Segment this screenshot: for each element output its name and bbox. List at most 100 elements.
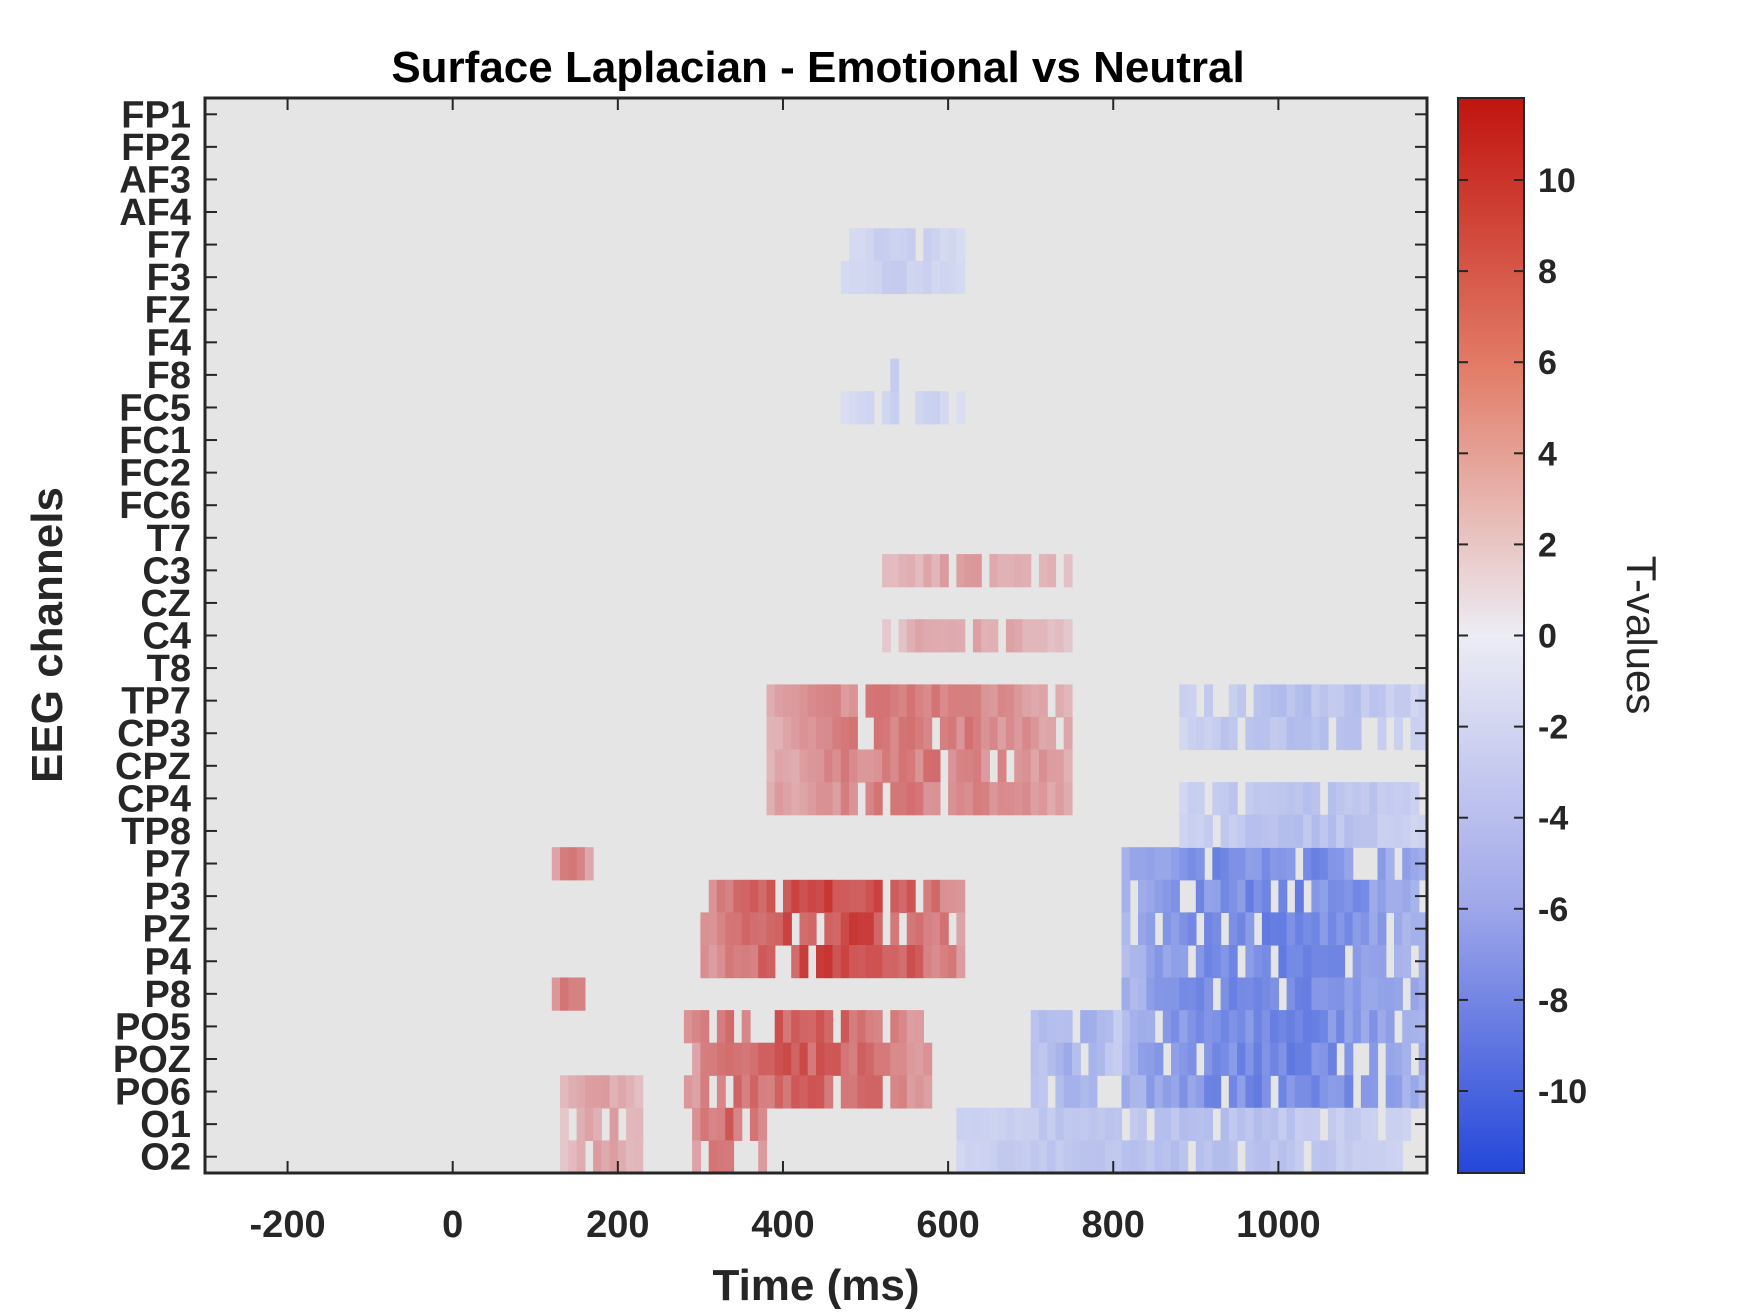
heatmap-cell — [1179, 814, 1189, 848]
heatmap-cell — [1278, 1107, 1288, 1141]
channel-label: CZ — [140, 583, 191, 625]
heatmap-cell — [1105, 1107, 1114, 1141]
channel-label: PZ — [142, 909, 191, 951]
heatmap-cell — [1204, 1075, 1213, 1109]
heatmap-cell — [1072, 1107, 1081, 1141]
heatmap-cell — [1055, 782, 1065, 816]
heatmap-cell — [1237, 847, 1246, 881]
heatmap-cell — [1261, 684, 1271, 718]
heatmap-cell — [873, 228, 883, 262]
heatmap-cell — [849, 749, 858, 783]
heatmap-cell — [1261, 1107, 1271, 1141]
heatmap-cell — [725, 879, 735, 913]
heatmap-cell — [1344, 1042, 1354, 1076]
heatmap-cell — [1245, 879, 1255, 913]
heatmap-cell — [1303, 977, 1312, 1011]
heatmap-cell — [1385, 684, 1395, 718]
channel-label: FZ — [145, 290, 191, 332]
heatmap-cell — [1038, 684, 1048, 718]
heatmap-cell — [923, 749, 933, 783]
heatmap-cell — [956, 1140, 966, 1174]
heatmap-cell — [1014, 554, 1024, 588]
heatmap-cell — [758, 1075, 768, 1109]
heatmap-cell — [1030, 716, 1040, 751]
heatmap-cell — [915, 749, 924, 783]
heatmap-cell — [840, 945, 850, 979]
heatmap-cell — [1096, 1010, 1106, 1044]
heatmap-cell — [1080, 1140, 1090, 1174]
heatmap-cell — [1286, 847, 1296, 881]
channel-label: FC1 — [119, 420, 191, 462]
heatmap-cell — [1303, 1010, 1312, 1044]
heatmap-cell — [1352, 716, 1362, 751]
heatmap-cell — [832, 716, 842, 751]
heatmap-cell — [1303, 912, 1312, 946]
heatmap-cell — [873, 260, 883, 295]
heatmap-cell — [1303, 782, 1312, 816]
heatmap-cell — [939, 716, 949, 751]
y-axis-ticks: FP1FP2AF3AF4F7F3FZF4F8FC5FC1FC2FC6T7C3CZ… — [113, 94, 1427, 1179]
heatmap-cell — [1179, 977, 1189, 1011]
heatmap-cell — [568, 977, 578, 1011]
heatmap-cell — [1402, 945, 1412, 979]
heatmap-cell — [1121, 1042, 1131, 1076]
heatmap-cell — [882, 391, 891, 425]
heatmap-cell — [1377, 945, 1387, 979]
heatmap-cell — [1129, 1010, 1139, 1044]
heatmap-cell — [741, 945, 751, 979]
heatmap-cell — [1394, 912, 1403, 946]
heatmap-cell — [873, 1042, 883, 1076]
heatmap-cell — [1253, 782, 1263, 816]
heatmap-cell — [766, 684, 776, 718]
heatmap-cell — [576, 977, 586, 1011]
heatmap-cell — [1336, 1010, 1346, 1044]
heatmap-cell — [1369, 977, 1379, 1011]
heatmap-cell — [576, 1140, 586, 1174]
heatmap-cell — [733, 912, 743, 946]
heatmap-cell — [1410, 1075, 1420, 1109]
heatmap-cell — [1336, 716, 1346, 751]
heatmap-cell — [799, 782, 809, 816]
heatmap-cell — [997, 1140, 1007, 1174]
heatmap-cell — [1038, 782, 1048, 816]
heatmap-cell — [1369, 1140, 1379, 1174]
heatmap-cell — [716, 1107, 726, 1141]
heatmap-cell — [1171, 847, 1180, 881]
heatmap-cell — [1038, 749, 1048, 783]
heatmap-cell — [593, 1107, 602, 1141]
colorbar-tick-label: -6 — [1538, 891, 1568, 929]
heatmap-cell — [1270, 977, 1279, 1011]
heatmap-cell — [1195, 782, 1205, 816]
heatmap-cell — [1394, 716, 1403, 751]
heatmap-cell — [816, 1010, 825, 1044]
heatmap-cell — [906, 945, 916, 979]
heatmap-cell — [1394, 879, 1403, 913]
heatmap-cell — [1410, 847, 1420, 881]
heatmap-cell — [1146, 1140, 1156, 1174]
heatmap-cell — [1327, 1010, 1337, 1044]
heatmap-cell — [1187, 782, 1197, 816]
heatmap-cell — [1146, 879, 1156, 913]
heatmap-cell — [700, 1107, 710, 1141]
heatmap-cell — [1072, 1075, 1081, 1109]
heatmap-cell — [1154, 1140, 1164, 1174]
heatmap-cell — [1336, 847, 1346, 881]
heatmap-cell — [849, 260, 858, 295]
heatmap-cell — [931, 619, 941, 653]
heatmap-cell — [849, 1042, 858, 1076]
heatmap-cell — [1072, 1042, 1081, 1076]
heatmap-cell — [1014, 1107, 1024, 1141]
heatmap-cell — [1113, 1010, 1123, 1044]
heatmap-cell — [824, 879, 834, 913]
heatmap-cell — [1047, 716, 1057, 751]
heatmap-cell — [791, 879, 801, 913]
heatmap-cell — [749, 879, 759, 913]
channel-label: T7 — [147, 518, 191, 560]
heatmap-cell — [725, 1042, 735, 1076]
heatmap-cell — [708, 879, 718, 913]
heatmap-cell — [906, 228, 916, 262]
heatmap-cell — [931, 554, 941, 588]
heatmap-cell — [692, 1107, 701, 1141]
heatmap-cell — [1327, 847, 1337, 881]
heatmap-cell — [1286, 716, 1296, 751]
